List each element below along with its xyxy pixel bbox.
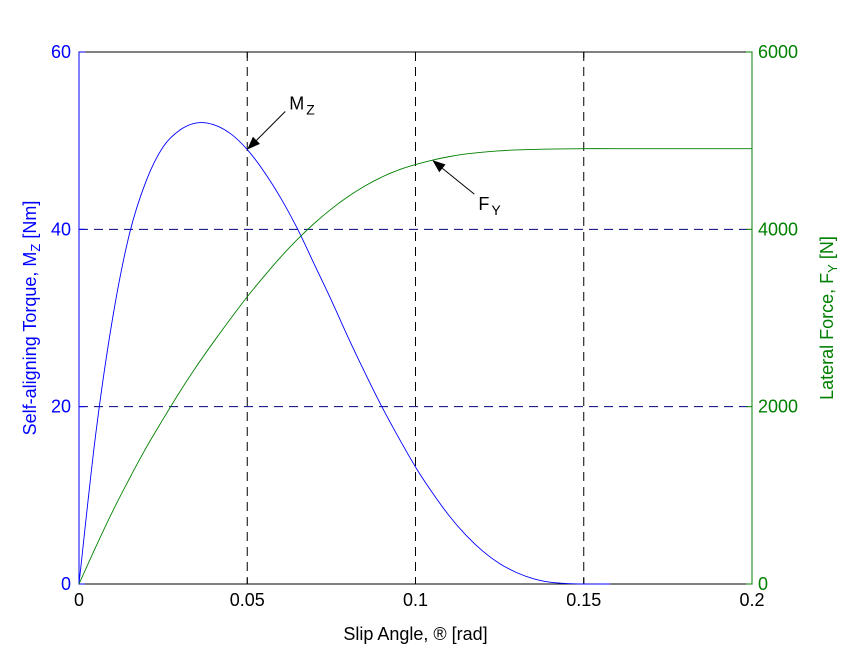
right-y-tick-label: 6000 bbox=[758, 42, 798, 62]
series-line-fy bbox=[78, 148, 752, 585]
annotation-arrow-line bbox=[256, 111, 286, 141]
annotations: M Z F Y bbox=[247, 94, 501, 218]
right-y-axis-label-main: Lateral Force, F bbox=[817, 273, 837, 400]
left-y-tick-label: 40 bbox=[51, 219, 71, 239]
series-line-mz bbox=[78, 122, 611, 585]
right-y-tick-label: 2000 bbox=[758, 397, 798, 417]
gridlines bbox=[79, 52, 752, 584]
annotation-arrowhead bbox=[432, 160, 446, 173]
annotation-arrowhead bbox=[247, 136, 260, 150]
annotation-arrow-line bbox=[442, 167, 475, 195]
series-layer bbox=[78, 122, 752, 585]
left-y-axis-label: Self-aligning Torque, MZ [Nm] bbox=[20, 201, 43, 436]
x-tick-label: 0.05 bbox=[230, 590, 265, 610]
x-tick-label: 0.1 bbox=[403, 590, 428, 610]
left-y-tick-label: 60 bbox=[51, 42, 71, 62]
right-y-axis-label-sub: Y bbox=[825, 264, 840, 273]
left-y-axis-label-unit: [Nm] bbox=[20, 201, 40, 244]
x-axis-label: Slip Angle, ® [rad] bbox=[343, 624, 487, 644]
left-y-axis-label-sub: Z bbox=[28, 244, 43, 252]
x-tick-label: 0.2 bbox=[739, 590, 764, 610]
right-y-tick-label: 0 bbox=[758, 574, 768, 594]
x-tick-label: 0 bbox=[74, 590, 84, 610]
left-y-tick-label: 0 bbox=[61, 574, 71, 594]
right-y-tick-label: 4000 bbox=[758, 219, 798, 239]
left-y-axis-label-main: Self-aligning Torque, M bbox=[20, 252, 40, 436]
right-y-axis-label-unit: [N] bbox=[817, 236, 837, 264]
x-tick-label: 0.15 bbox=[566, 590, 601, 610]
right-y-axis-label: Lateral Force, FY [N] bbox=[817, 236, 840, 400]
left-y-tick-label: 20 bbox=[51, 397, 71, 417]
